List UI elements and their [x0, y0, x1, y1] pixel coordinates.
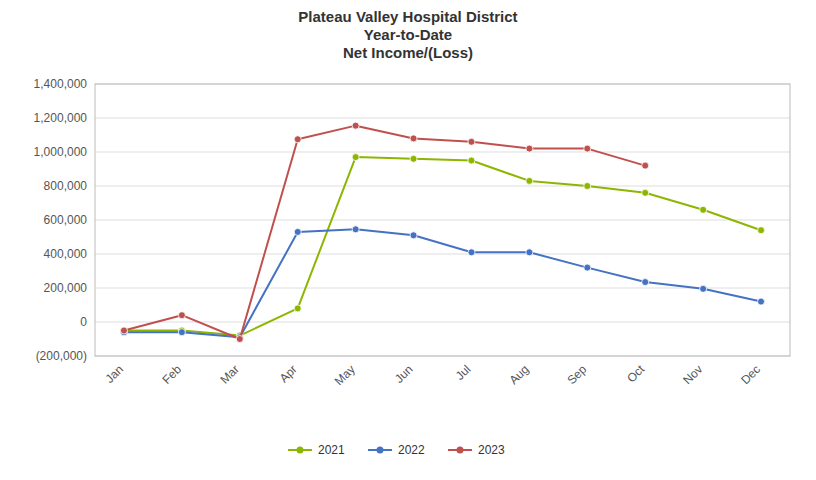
data-point: [120, 327, 127, 334]
x-tick-label: Mar: [217, 362, 242, 387]
x-tick-label: Oct: [624, 362, 648, 386]
data-point: [584, 145, 591, 152]
grid-line: [95, 186, 790, 187]
x-tick-label: Feb: [159, 362, 184, 387]
data-point: [178, 312, 185, 319]
x-axis: Jan Feb Mar Apr May Jun Jul Aug Sep Oct Nov Dec: [102, 362, 763, 388]
x-tick-label: Apr: [277, 362, 300, 385]
legend-label: 2021: [318, 443, 345, 457]
data-point: [526, 177, 533, 184]
legend-marker: [297, 447, 304, 454]
data-point: [352, 154, 359, 161]
data-point: [294, 305, 301, 312]
grid-line: [95, 220, 790, 221]
data-point: [410, 155, 417, 162]
grid-line: [95, 118, 790, 119]
x-tick-label: Jun: [392, 362, 416, 386]
grid-line: [95, 254, 790, 255]
data-point: [410, 232, 417, 239]
chart-svg: Plateau Valley Hospital DistrictYear-to-…: [0, 0, 816, 480]
x-tick-label: Jan: [102, 362, 126, 386]
x-tick-label: Nov: [680, 362, 705, 387]
legend-marker: [457, 447, 464, 454]
data-point: [758, 298, 765, 305]
x-tick-label: May: [332, 362, 358, 388]
data-point: [120, 327, 127, 334]
data-point: [410, 135, 417, 142]
data-point: [352, 122, 359, 129]
chart-title: Plateau Valley Hospital DistrictYear-to-…: [298, 8, 517, 61]
data-point: [468, 157, 475, 164]
data-point: [178, 329, 185, 336]
series-line: [124, 126, 645, 339]
data-point: [584, 183, 591, 190]
series-line: [124, 157, 761, 336]
data-point: [352, 226, 359, 233]
chart-container: Plateau Valley Hospital DistrictYear-to-…: [0, 0, 816, 480]
series-line: [124, 229, 761, 337]
y-tick-label: 800,000: [44, 179, 88, 193]
data-point: [526, 145, 533, 152]
y-tick-label: 400,000: [44, 247, 88, 261]
x-tick-label: Sep: [564, 362, 589, 387]
data-point: [468, 138, 475, 145]
grid-line: [95, 152, 790, 153]
plot-frame: [95, 84, 790, 356]
data-point: [642, 162, 649, 169]
data-point: [700, 285, 707, 292]
data-point: [236, 336, 243, 343]
data-point: [642, 279, 649, 286]
y-tick-label: 600,000: [44, 213, 88, 227]
y-tick-label: 1,400,000: [34, 77, 88, 91]
data-point: [700, 206, 707, 213]
data-point: [526, 249, 533, 256]
x-tick-label: Jul: [453, 362, 474, 383]
data-point: [758, 227, 765, 234]
data-point: [584, 264, 591, 271]
y-tick-label: 0: [80, 315, 87, 329]
x-tick-label: Aug: [506, 362, 531, 387]
data-point: [294, 228, 301, 235]
y-tick-label: 1,200,000: [34, 111, 88, 125]
x-tick-label: Dec: [738, 362, 763, 387]
legend-marker: [377, 447, 384, 454]
plot-area: [120, 122, 764, 342]
legend: 2021 2022 2023: [288, 443, 505, 457]
data-point: [642, 189, 649, 196]
data-point: [294, 136, 301, 143]
y-axis: (200,000) 0 200,000 400,000 600,000 800,000 1,…: [34, 77, 790, 363]
y-tick-label: 200,000: [44, 281, 88, 295]
y-tick-label: (200,000): [36, 349, 87, 363]
legend-label: 2022: [398, 443, 425, 457]
data-point: [468, 249, 475, 256]
legend-label: 2023: [478, 443, 505, 457]
y-tick-label: 1,000,000: [34, 145, 88, 159]
